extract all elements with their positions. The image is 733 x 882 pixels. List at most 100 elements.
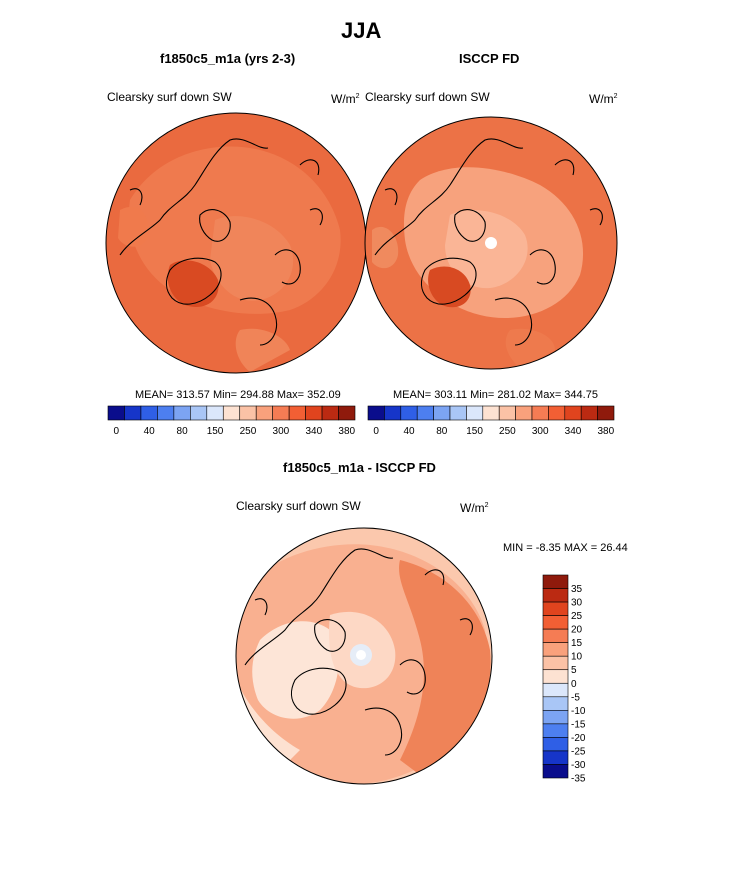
colorbar-3-tick-label: 5 <box>571 665 577 676</box>
colorbar-3-tick-label: -20 <box>571 733 586 744</box>
colorbar-1-tick-label: 300 <box>273 426 290 437</box>
colorbar-1-swatch-9 <box>255 405 273 421</box>
colorbar-1-swatch-5 <box>190 405 208 421</box>
map-2-border <box>364 116 618 370</box>
colorbar-2-swatch-4 <box>433 405 451 421</box>
colorbar-3-tick-label: 20 <box>571 625 583 636</box>
colorbar-2-tick-label: 80 <box>436 426 448 437</box>
colorbar-2-swatch-11 <box>548 405 566 421</box>
colorbar-2-tick-label: 40 <box>403 426 415 437</box>
colorbar-3-tick-label: -35 <box>571 774 586 785</box>
colorbar-1-tick-label: 80 <box>177 426 189 437</box>
colorbar-2-tick-label: 380 <box>597 426 614 437</box>
map-3-border <box>235 527 493 785</box>
panel1-stats: MEAN= 313.57 Min= 294.88 Max= 352.09 <box>135 389 341 401</box>
colorbar-2-swatch-1 <box>384 405 402 421</box>
figure-title: JJA <box>341 18 382 43</box>
colorbar-3-swatch-10 <box>542 710 569 725</box>
colorbar-3-swatch-13 <box>542 750 569 765</box>
colorbar-1-swatch-11 <box>288 405 306 421</box>
map-panel-1 <box>106 113 366 373</box>
coastlines-map-2 <box>374 138 603 346</box>
colorbar-1-swatch-1 <box>124 405 142 421</box>
panel3-variable: Clearsky surf down SW <box>236 499 361 513</box>
colorbar-2-swatch-10 <box>531 405 549 421</box>
colorbar-3-tick-label: 25 <box>571 611 583 622</box>
colorbar-3-swatch-1 <box>542 588 569 603</box>
colorbar-3-tick-label: 35 <box>571 584 583 595</box>
colorbar-3-swatch-11 <box>542 723 569 738</box>
panel3-title: f1850c5_m1a - ISCCP FD <box>283 460 436 475</box>
colorbar-2-swatch-8 <box>498 405 516 421</box>
pole-mask-2 <box>485 237 497 249</box>
colorbar-1-swatch-6 <box>206 405 224 421</box>
panel2-units: W/m2 <box>589 92 618 106</box>
colorbar-1-swatch-14 <box>338 405 356 421</box>
colorbar-3-tick-label: 15 <box>571 638 583 649</box>
colorbar-3-tick-label: -5 <box>571 692 580 703</box>
colorbar-2-tick-label: 340 <box>565 426 582 437</box>
colorbar-3-swatch-6 <box>542 655 569 671</box>
colorbar-3-tick-label: -30 <box>571 760 586 771</box>
colorbar-3-swatch-2 <box>542 601 569 616</box>
colorbar-2: 0 40 80 150 250 300 340 380 <box>367 405 615 437</box>
panel3-units: W/m2 <box>460 501 489 515</box>
colorbar-1-swatch-13 <box>321 405 339 421</box>
colorbar-1-tick-label: 340 <box>305 426 322 437</box>
colorbar-1-tick-label: 40 <box>144 426 156 437</box>
colorbar-1-swatch-8 <box>239 405 257 421</box>
colorbar-2-swatch-5 <box>449 405 467 421</box>
colorbar-2-swatch-9 <box>515 405 533 421</box>
colorbar-1-tick-label: 380 <box>338 426 355 437</box>
colorbar-1-tick-label: 250 <box>240 426 257 437</box>
colorbar-2-swatch-3 <box>416 405 434 421</box>
colorbar-1-swatch-0 <box>107 405 125 421</box>
colorbar-2-swatch-12 <box>564 405 582 421</box>
colorbar-3-tick-label: -15 <box>571 719 586 730</box>
coastlines-map-3 <box>244 548 473 756</box>
panel2-variable: Clearsky surf down SW <box>365 90 490 104</box>
panel3-stats: MIN = -8.35 MAX = 26.44 <box>503 542 628 554</box>
colorbar-3-tick-label: 10 <box>571 652 583 663</box>
colorbar-3-tick-label: 0 <box>571 679 577 690</box>
colorbar-1-swatch-10 <box>272 405 290 421</box>
colorbar-1: 0 40 80 150 250 300 340 380 <box>107 405 356 437</box>
colorbar-2-swatch-6 <box>466 405 484 421</box>
colorbar-2-swatch-14 <box>597 405 615 421</box>
colorbar-3-swatch-0 <box>542 574 569 589</box>
colorbar-3-tick-label: -25 <box>571 746 586 757</box>
colorbar-1-swatch-4 <box>173 405 191 421</box>
colorbar-1-tick-label: 150 <box>207 426 224 437</box>
colorbar-3: 35 30 25 20 15 10 5 0 -5 -10 -15 -20 -25 -30 -35 <box>542 574 586 785</box>
colorbar-2-tick-label: 150 <box>466 426 483 437</box>
colorbar-3-swatch-5 <box>542 642 569 657</box>
colorbar-3-swatch-9 <box>542 696 569 711</box>
panel2-title: ISCCP FD <box>459 51 520 66</box>
panel1-variable: Clearsky surf down SW <box>107 90 232 104</box>
colorbar-2-swatch-0 <box>367 405 385 421</box>
colorbar-1-tick-label: 0 <box>113 426 119 437</box>
colorbar-1-swatch-12 <box>305 405 323 421</box>
colorbar-3-swatch-7 <box>542 669 569 684</box>
colorbar-3-tick-label: 30 <box>571 598 583 609</box>
colorbar-3-swatch-14 <box>542 764 569 779</box>
panel1-title: f1850c5_m1a (yrs 2-3) <box>160 51 296 66</box>
colorbar-3-swatch-3 <box>542 615 569 630</box>
colorbar-3-swatch-12 <box>542 737 569 752</box>
colorbar-2-swatch-2 <box>400 405 418 421</box>
colorbar-3-swatch-4 <box>542 628 569 643</box>
coastlines-map-1 <box>119 138 323 346</box>
colorbar-2-tick-label: 250 <box>499 426 516 437</box>
colorbar-2-swatch-13 <box>580 405 598 421</box>
panel2-stats: MEAN= 303.11 Min= 281.02 Max= 344.75 <box>393 389 598 401</box>
colorbar-1-swatch-3 <box>157 405 175 421</box>
panel1-units: W/m2 <box>331 92 360 106</box>
colorbar-2-tick-label: 300 <box>532 426 549 437</box>
colorbar-3-tick-label: -10 <box>571 706 586 717</box>
colorbar-2-swatch-7 <box>482 405 500 421</box>
colorbar-3-swatch-8 <box>542 682 569 698</box>
pole-mask-3 <box>356 650 366 660</box>
colorbar-1-swatch-2 <box>140 405 158 421</box>
colorbar-1-swatch-7 <box>222 405 241 421</box>
